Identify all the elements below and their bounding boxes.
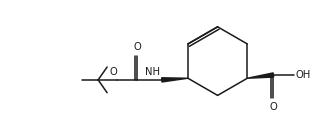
Text: NH: NH — [146, 67, 161, 77]
Text: O: O — [109, 67, 117, 77]
Text: OH: OH — [295, 70, 311, 80]
Polygon shape — [247, 73, 274, 78]
Text: O: O — [133, 42, 141, 52]
Text: O: O — [270, 102, 277, 112]
Polygon shape — [162, 78, 188, 82]
